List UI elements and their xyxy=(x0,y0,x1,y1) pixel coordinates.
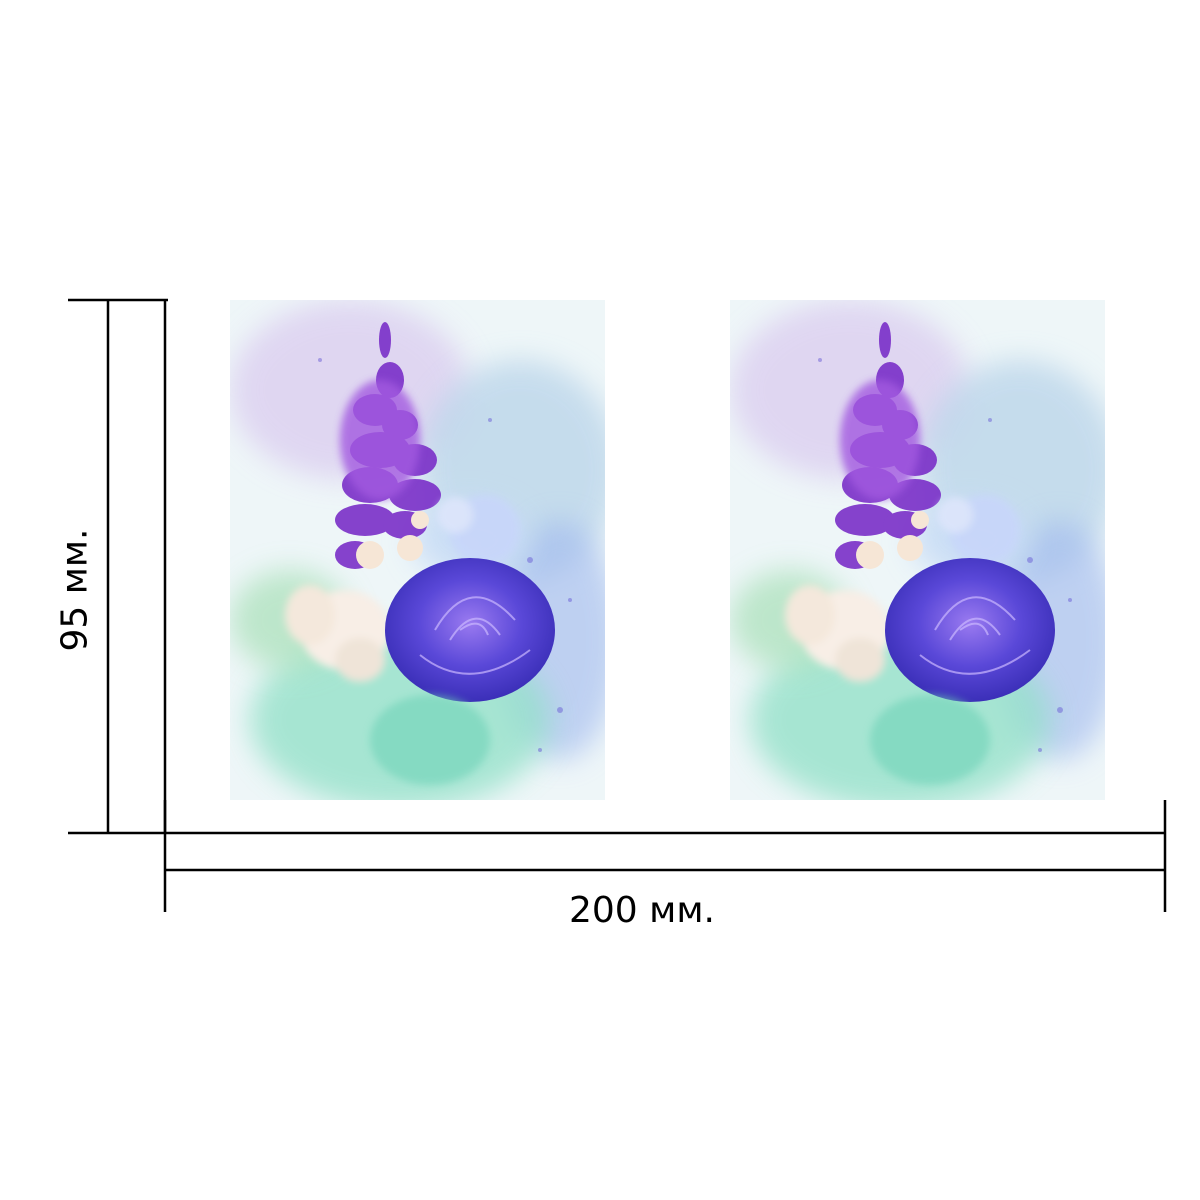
width-dimension-label: 200 мм. xyxy=(569,890,715,931)
height-dimension-label: 95 мм. xyxy=(35,520,115,660)
floral-watercolor-panel-right xyxy=(730,300,1105,800)
height-dimension-text: 95 мм. xyxy=(54,528,96,652)
floral-watercolor-panel-left xyxy=(230,300,605,800)
